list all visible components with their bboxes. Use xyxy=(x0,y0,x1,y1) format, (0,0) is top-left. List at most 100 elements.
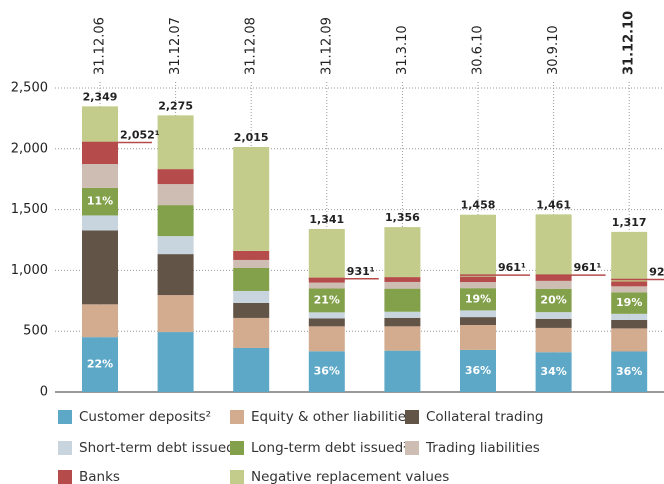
bar-segment xyxy=(233,146,270,251)
bar-segment xyxy=(157,332,194,392)
legend-swatch xyxy=(58,441,72,455)
bar-segment xyxy=(611,281,648,287)
segment-label: 20% xyxy=(540,293,566,306)
legend-label: Customer deposits² xyxy=(79,409,211,425)
bar-segment xyxy=(82,141,118,164)
bar-segment xyxy=(157,169,194,185)
bar-segment xyxy=(308,326,345,352)
bar-segment xyxy=(611,313,648,320)
x-tick-label: 31.12.07 xyxy=(168,17,183,75)
segment-label: 11% xyxy=(87,195,113,208)
bar-segment xyxy=(611,351,648,392)
segment-label: 36% xyxy=(314,365,340,378)
bar-segment xyxy=(308,318,345,327)
y-tick-label: 1,000 xyxy=(11,263,48,278)
legend-label: Long-term debt issued²,⁴ xyxy=(251,440,418,456)
bar-segment xyxy=(384,311,421,318)
total-label: 1,341 xyxy=(309,213,344,226)
legend-swatch xyxy=(405,441,419,455)
legend-label: Banks xyxy=(79,469,120,484)
bar-segment xyxy=(384,281,421,289)
y-tick-label: 1,500 xyxy=(11,202,48,217)
bar-segment xyxy=(611,231,648,282)
bar-segment xyxy=(535,275,572,281)
x-tick-label: 31.12.08 xyxy=(244,17,259,75)
reference-label: 92 xyxy=(649,266,664,279)
bar-segment xyxy=(308,277,345,283)
x-tick-label: 31.12.06 xyxy=(93,17,108,75)
bar-segment xyxy=(535,312,572,319)
bar-segment xyxy=(460,310,496,318)
bar-segment xyxy=(460,276,496,283)
bar-segment xyxy=(233,317,270,348)
reference-label: 961¹ xyxy=(574,261,602,274)
bar-segment xyxy=(82,187,118,216)
segment-label: 36% xyxy=(616,365,642,378)
x-tick-label: 31.3.10 xyxy=(395,25,410,75)
bar-segment xyxy=(157,184,194,206)
reference-label: 2,052¹ xyxy=(120,128,160,141)
bar-segment xyxy=(460,349,496,392)
bar-segment xyxy=(82,230,118,305)
segment-label: 34% xyxy=(540,365,566,378)
bar-segment xyxy=(157,254,194,296)
bar-segment xyxy=(233,302,270,318)
bar-segment xyxy=(157,205,194,237)
reference-label: 961¹ xyxy=(498,261,526,274)
y-tick-label: 500 xyxy=(23,324,48,339)
reference-label: 931¹ xyxy=(347,265,375,278)
total-label: 2,349 xyxy=(83,90,118,103)
bar-segment xyxy=(611,286,648,293)
bar-segment xyxy=(82,337,118,392)
legend-label: Collateral trading xyxy=(426,409,544,425)
x-tick-label: 30.9.10 xyxy=(546,25,561,75)
bar-segment xyxy=(157,115,194,170)
segment-label: 36% xyxy=(465,364,491,377)
bar-segment xyxy=(233,290,270,303)
legend-label: Negative replacement values xyxy=(251,469,449,484)
bar-segment xyxy=(535,352,572,392)
bar-segment xyxy=(157,295,194,333)
segment-label: 19% xyxy=(616,296,642,309)
bar-segment xyxy=(460,317,496,325)
bar-segment xyxy=(384,317,421,327)
bar-segment xyxy=(384,277,421,282)
bar-segment xyxy=(535,318,572,328)
total-label: 1,317 xyxy=(612,216,647,229)
bar-segment xyxy=(233,259,270,268)
bar-segment xyxy=(460,288,496,311)
total-label: 1,458 xyxy=(461,199,496,212)
total-label: 1,356 xyxy=(385,211,420,224)
bar-segment xyxy=(460,324,496,350)
legend-label: Equity & other liabilities³ xyxy=(251,409,418,425)
x-tick-label: 30.6.10 xyxy=(471,25,486,75)
y-tick-label: 2,000 xyxy=(11,141,48,156)
bar-segment xyxy=(384,227,421,278)
segment-label: 22% xyxy=(87,358,113,371)
legend-label: Trading liabilities xyxy=(425,440,540,456)
legend-swatch xyxy=(405,410,419,424)
bar-segment xyxy=(611,319,648,329)
bar-segment xyxy=(82,164,118,188)
bar-segment xyxy=(233,267,270,291)
x-tick-label: 31.12.09 xyxy=(319,17,334,75)
bar-segment xyxy=(611,292,648,314)
legend-swatch xyxy=(230,410,244,424)
bar-segment xyxy=(82,106,118,142)
bar-segment xyxy=(308,288,345,313)
bar-segment xyxy=(460,214,496,277)
segment-label: 19% xyxy=(465,292,491,305)
legend-swatch xyxy=(58,410,72,424)
legend-swatch xyxy=(58,470,72,484)
bar-segment xyxy=(308,228,345,278)
legend-swatch xyxy=(230,470,244,484)
segment-label: 21% xyxy=(314,293,340,306)
bar-segment xyxy=(82,304,118,338)
bar-segment xyxy=(535,214,572,276)
bar-segment xyxy=(535,288,572,313)
bar-segment xyxy=(384,326,421,351)
legend-swatch xyxy=(230,441,244,455)
bar-segment xyxy=(384,288,421,312)
total-label: 2,275 xyxy=(158,99,193,112)
